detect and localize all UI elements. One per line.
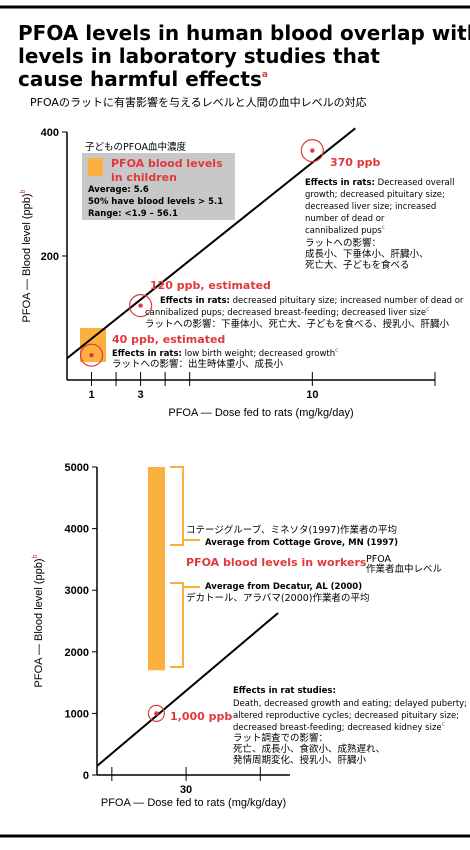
effects-text: low birth weight; decreased growth xyxy=(185,349,336,359)
average-label: Average from Decatur, AL (2000) xyxy=(205,582,362,592)
effects-line: Effects in rats: low birth weight; decre… xyxy=(112,347,338,359)
effects-text: decreased breast-feeding; decreased kidn… xyxy=(233,723,442,733)
children-heading: PFOA blood levels xyxy=(111,157,223,170)
y-axis-label-text: PFOA — Blood level (ppb) xyxy=(33,558,45,687)
effects-japanese: 成長小、下垂体小、肝臓小、 xyxy=(305,248,429,260)
workers-japanese: 作業者血中レベル xyxy=(366,563,443,575)
bracket xyxy=(170,466,200,546)
workers-japanese: PFOA xyxy=(366,554,392,565)
subtitle: PFOAのラットに有害影響を与えるレベルと人間の血中レベルの対応 xyxy=(30,95,367,109)
effects-note: c xyxy=(382,224,385,231)
effects-text: decreased liver size; increased xyxy=(305,202,436,212)
children-stat: 50% have blood levels > 5.1 xyxy=(88,197,223,207)
effects-text: growth; decreased pituitary size; xyxy=(305,190,445,200)
effects-text: altered reproductive cycles; decreased p… xyxy=(233,711,459,721)
effects-line: cannibalized pups; decreased breast-feed… xyxy=(145,306,429,318)
y-tick-label: 1000 xyxy=(65,708,89,720)
average-japanese: コテージグルーブ、ミネソタ(1997)作業者の平均 xyxy=(186,524,397,536)
effects-text: number of dead or xyxy=(305,214,385,224)
x-axis-label: PFOA — Dose fed to rats (mg/kg/day) xyxy=(101,797,286,809)
effects-japanese: ラットへの影響： xyxy=(305,237,381,249)
workers-label: PFOA blood levels in workers xyxy=(186,556,367,569)
effects-note: c xyxy=(335,347,338,354)
effects-heading: Effects in rats: xyxy=(112,349,182,359)
trend-line xyxy=(96,612,279,767)
effects-line: growth; decreased pituitary size; xyxy=(305,190,445,200)
y-tick-label: 400 xyxy=(41,127,59,139)
title-line: PFOA levels in human blood overlap with xyxy=(18,21,470,45)
y-axis-label: PFOA — Blood level (ppb)b xyxy=(20,189,33,322)
effects-note: c xyxy=(426,306,429,313)
effects-japanese: 死亡大、子どもを食べる xyxy=(305,259,410,271)
point-label: 40 ppb, estimated xyxy=(112,333,225,346)
effects-text: Decreased overall xyxy=(378,178,455,188)
effects-line: decreased liver size; increased xyxy=(305,202,436,212)
x-tick-label: 1 xyxy=(88,389,94,401)
point-ring xyxy=(147,704,165,723)
effects-japanese: ラット調査での影響： xyxy=(233,732,328,744)
y-tick-label: 4000 xyxy=(65,524,89,536)
y-axis-label-text: PFOA — Blood level (ppb) xyxy=(21,193,33,322)
title-line: levels in laboratory studies that xyxy=(18,44,380,68)
workers-range xyxy=(148,467,165,671)
effects-text: cannibalized pups; decreased breast-feed… xyxy=(145,308,426,318)
average-label: Average from Cottage Grove, MN (1997) xyxy=(205,538,398,548)
effects-line: Effects in rats: Decreased overall xyxy=(305,178,455,188)
y-axis-label: PFOA — Blood level (ppb)b xyxy=(32,554,45,687)
effects-text: decreased pituitary size; increased numb… xyxy=(233,296,464,306)
point-ring xyxy=(79,343,104,367)
trend-line xyxy=(66,127,356,360)
effects-heading: Effects in rats: xyxy=(305,178,375,188)
bracket xyxy=(170,582,200,668)
effects-japanese: ラットへの影響：下垂体小、死亡大、子どもを食べる、授乳小、肝臓小 xyxy=(145,318,450,330)
y-axis-label-note: b xyxy=(20,189,27,193)
y-tick-label: 3000 xyxy=(65,585,89,597)
title-text: cause harmful effects xyxy=(18,67,262,91)
children-swatch xyxy=(88,158,103,176)
title-note: a xyxy=(262,70,268,80)
average-japanese: デカトール、アラバマ(2000)作業者の平均 xyxy=(186,592,370,604)
point xyxy=(89,353,94,358)
effects-japanese: ラットへの影響：出生時体重小、成長小 xyxy=(112,358,284,370)
point-label: 370 ppb xyxy=(330,156,381,169)
y-tick-label: 2000 xyxy=(65,647,89,659)
x-axis-label: PFOA — Dose fed to rats (mg/kg/day) xyxy=(168,407,353,419)
children-box xyxy=(82,153,235,220)
point-ring xyxy=(300,139,324,163)
y-axis-label-note: b xyxy=(32,554,39,558)
children-stat: Range: <1.9 – 56.1 xyxy=(88,209,178,219)
effects-japanese: 死亡、成長小、食欲小、成熟遅れ、 xyxy=(233,743,385,755)
x-tick-label: 10 xyxy=(306,389,318,401)
title-line: cause harmful effectsa xyxy=(18,67,268,91)
effects-heading: Effects in rats: xyxy=(160,296,230,306)
effects-heading: Effects in rat studies: xyxy=(233,686,336,696)
effects-line: number of dead or xyxy=(305,214,385,224)
effects-japanese: 発情周期変化、授乳小、肝臓小 xyxy=(233,754,367,766)
effects-text: cannibalized pups xyxy=(305,226,382,236)
effects-line: Death, decreased growth and eating; dela… xyxy=(233,699,467,709)
point-label: 120 ppb, estimated xyxy=(150,279,271,292)
effects-text: Death, decreased growth and eating; dela… xyxy=(233,699,467,709)
children-stat: Average: 5.6 xyxy=(88,185,149,195)
point xyxy=(138,303,143,308)
effects-line: altered reproductive cycles; decreased p… xyxy=(233,711,459,721)
point xyxy=(154,711,159,716)
point xyxy=(310,148,315,153)
y-tick-label: 0 xyxy=(83,770,89,782)
effects-note: c xyxy=(442,721,445,728)
effects-line: Effects in rats: decreased pituitary siz… xyxy=(160,296,464,306)
x-tick-label: 3 xyxy=(138,389,144,401)
effects-line: cannibalized pupsc xyxy=(305,224,385,236)
point-ring xyxy=(129,294,153,318)
point-label: 1,000 ppb xyxy=(170,710,232,723)
x-tick-label: 30 xyxy=(180,784,192,796)
children-heading: in children xyxy=(111,171,177,184)
effects-line: decreased breast-feeding; decreased kidn… xyxy=(233,721,445,733)
y-tick-label: 200 xyxy=(41,251,59,263)
children-japanese: 子どものPFOA血中濃度 xyxy=(85,141,187,153)
y-tick-label: 5000 xyxy=(65,462,89,474)
